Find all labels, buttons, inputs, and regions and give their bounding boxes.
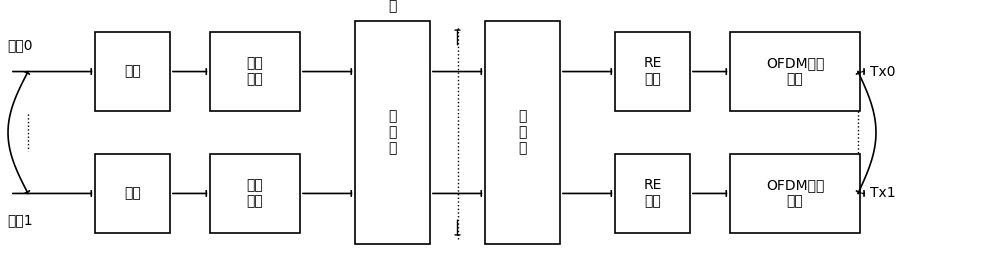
Text: 码字1: 码字1 — [7, 213, 33, 227]
Text: RE
映射: RE 映射 — [643, 56, 662, 87]
Text: 调制
映射: 调制 映射 — [247, 178, 263, 209]
Text: Tx0: Tx0 — [870, 65, 896, 78]
Bar — [210, 154, 300, 233]
Bar — [355, 21, 430, 244]
Bar — [95, 154, 170, 233]
Text: 层
映
射: 层 映 射 — [388, 109, 397, 156]
Text: 码字0: 码字0 — [7, 38, 32, 52]
Bar — [730, 154, 860, 233]
Bar — [210, 32, 300, 111]
Text: RE
映射: RE 映射 — [643, 178, 662, 209]
Text: 加扰: 加扰 — [124, 187, 141, 200]
Text: 调制
映射: 调制 映射 — [247, 56, 263, 87]
Text: OFDM符号
生成: OFDM符号 生成 — [766, 56, 824, 87]
Text: Tx1: Tx1 — [870, 187, 896, 200]
Bar — [95, 32, 170, 111]
Bar — [485, 21, 560, 244]
Text: 层: 层 — [388, 0, 397, 14]
Bar — [615, 32, 690, 111]
Text: OFDM符号
生成: OFDM符号 生成 — [766, 178, 824, 209]
Text: 加扰: 加扰 — [124, 65, 141, 78]
Bar — [730, 32, 860, 111]
Text: 预
编
码: 预 编 码 — [518, 109, 527, 156]
Bar — [615, 154, 690, 233]
